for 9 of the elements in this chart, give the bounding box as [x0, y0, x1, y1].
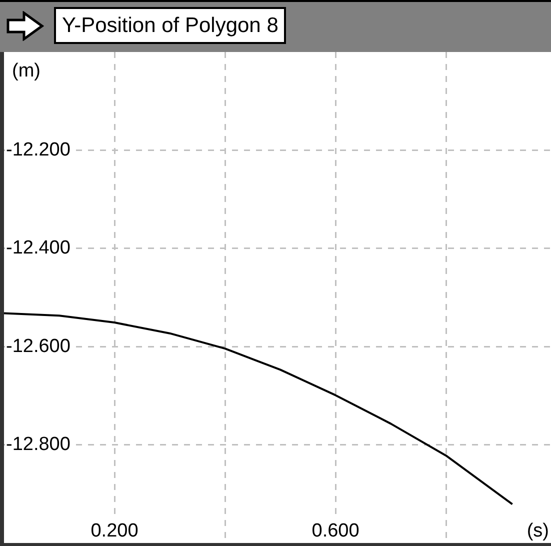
y-axis-title: (m): [12, 60, 40, 82]
x-tick-label: 0.200: [90, 520, 138, 542]
y-tick-label: -12.400: [6, 238, 70, 259]
y-tick-label: -12.800: [6, 434, 70, 456]
chart-title: Y-Position of Polygon 8: [54, 7, 286, 44]
x-tick-label: 0.600: [312, 520, 360, 542]
y-tick-label: -12.600: [6, 336, 70, 357]
y-tick-label: -12.200: [6, 139, 70, 160]
x-axis-title: (s): [526, 520, 549, 542]
